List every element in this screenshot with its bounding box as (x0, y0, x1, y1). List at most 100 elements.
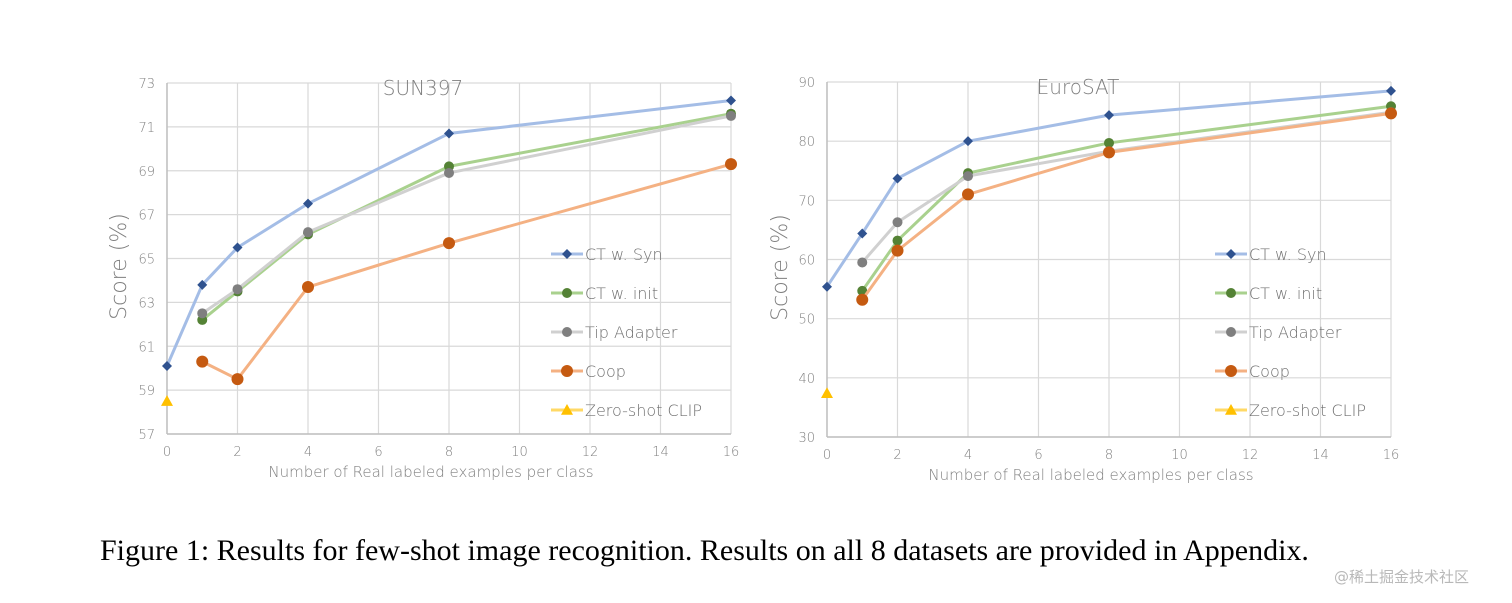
x-tick-label: 12 (582, 445, 599, 460)
chart-title: EuroSAT (1037, 75, 1120, 99)
legend-marker (561, 404, 573, 415)
x-tick-label: 14 (652, 445, 669, 460)
x-tick-label: 4 (304, 445, 312, 460)
data-point (232, 284, 243, 295)
legend-marker (1225, 365, 1237, 377)
x-axis-title: Number of Real labeled examples per clas… (928, 466, 1253, 484)
y-tick-label: 30 (798, 431, 815, 446)
x-tick-label: 8 (1105, 448, 1113, 463)
legend-marker (1226, 327, 1236, 337)
data-point (231, 373, 244, 386)
data-point (857, 228, 868, 239)
x-tick-label: 8 (445, 445, 453, 460)
y-tick-label: 57 (138, 428, 155, 443)
x-tick-label: 0 (823, 448, 831, 463)
data-point (962, 188, 974, 201)
data-point (197, 279, 208, 290)
data-point (162, 360, 172, 371)
legend-label: CT w. init (1249, 284, 1322, 303)
data-point (1103, 146, 1115, 159)
legend-label: Zero-shot CLIP (1249, 401, 1366, 420)
legend-marker (1225, 404, 1237, 415)
legend-label: Coop (585, 362, 626, 381)
legend-item: Zero-shot CLIP (551, 401, 702, 420)
legend-label: Tip Adapter (585, 323, 678, 342)
data-point (857, 257, 868, 268)
y-tick-label: 73 (138, 77, 155, 92)
legend-marker (562, 288, 572, 298)
y-tick-label: 40 (798, 372, 815, 387)
data-point (963, 136, 973, 147)
data-point (302, 281, 314, 294)
legend-item: Tip Adapter (1215, 323, 1342, 342)
x-tick-label: 6 (374, 445, 382, 460)
data-point (303, 198, 313, 209)
legend-label: Coop (1249, 362, 1290, 381)
series-zero-shot-clip (161, 395, 173, 406)
data-point (726, 110, 736, 121)
y-axis-title: Score (%) (768, 214, 793, 321)
y-tick-label: 61 (138, 340, 155, 355)
y-tick-label: 63 (138, 296, 155, 311)
series-line (861, 110, 1392, 264)
legend-item: CT w. Syn (1215, 245, 1327, 264)
data-point (444, 167, 454, 178)
legend-marker (562, 327, 572, 337)
x-tick-label: 10 (1171, 448, 1188, 463)
series-line (165, 99, 732, 367)
legend-label: Tip Adapter (1249, 323, 1342, 342)
legend-label: Zero-shot CLIP (585, 401, 702, 420)
data-point (963, 171, 973, 182)
data-point (161, 395, 173, 406)
series-ct-w-init (857, 101, 1396, 296)
data-point (891, 244, 904, 257)
data-point (1104, 110, 1114, 121)
data-point (725, 158, 737, 171)
series-zero-shot-clip (821, 387, 833, 399)
data-point (232, 242, 243, 253)
series-ct-w-syn (162, 95, 736, 371)
x-axis-title: Number of Real labeled examples per clas… (268, 463, 593, 481)
y-tick-label: 67 (138, 209, 155, 224)
series-coop (196, 158, 737, 386)
data-point (856, 293, 869, 306)
series-tip-adapter (857, 107, 1396, 268)
data-point (444, 128, 454, 139)
x-tick-label: 2 (233, 445, 241, 460)
data-point (892, 235, 903, 246)
watermark: @稀土掘金技术社区 (1334, 568, 1470, 586)
data-point (197, 308, 208, 319)
legend-item: Coop (1215, 362, 1290, 381)
data-point (822, 281, 832, 292)
x-tick-label: 10 (511, 445, 528, 460)
series-tip-adapter (197, 110, 736, 319)
legend-item: CT w. Syn (551, 245, 663, 264)
x-tick-label: 14 (1312, 448, 1329, 463)
x-tick-label: 0 (163, 445, 171, 460)
legend-item: Coop (551, 362, 626, 381)
data-point (303, 227, 313, 238)
legend-label: CT w. Syn (1249, 245, 1327, 264)
series-line (201, 162, 732, 381)
x-tick-label: 2 (893, 448, 901, 463)
data-point (1385, 107, 1397, 120)
y-tick-label: 60 (798, 254, 815, 269)
legend-item: CT w. init (1215, 284, 1322, 303)
series-ct-w-syn (822, 85, 1396, 292)
legend-marker (1226, 249, 1236, 259)
legend-label: CT w. Syn (585, 245, 663, 264)
data-point (726, 95, 736, 106)
legend-item: Tip Adapter (551, 323, 678, 342)
chart-sun397: 57 59 61 63 65 67 69 71 73 0 2 4 6 8 10 12 14 16 SUN397 Num… (107, 76, 739, 481)
data-point (443, 237, 455, 250)
series-coop (856, 107, 1397, 306)
y-axis-title: Score (%) (107, 213, 132, 320)
y-tick-label: 71 (138, 121, 155, 136)
legend-marker (1226, 288, 1236, 298)
data-point (821, 387, 833, 399)
y-tick-label: 80 (798, 135, 815, 150)
data-point (892, 217, 903, 228)
chart-eurosat: 30 40 50 60 70 80 90 0 2 4 6 8 10 12 14 16 EuroSAT Number… (768, 75, 1399, 484)
chart-title: SUN397 (383, 76, 463, 100)
x-tick-label: 4 (964, 448, 972, 463)
